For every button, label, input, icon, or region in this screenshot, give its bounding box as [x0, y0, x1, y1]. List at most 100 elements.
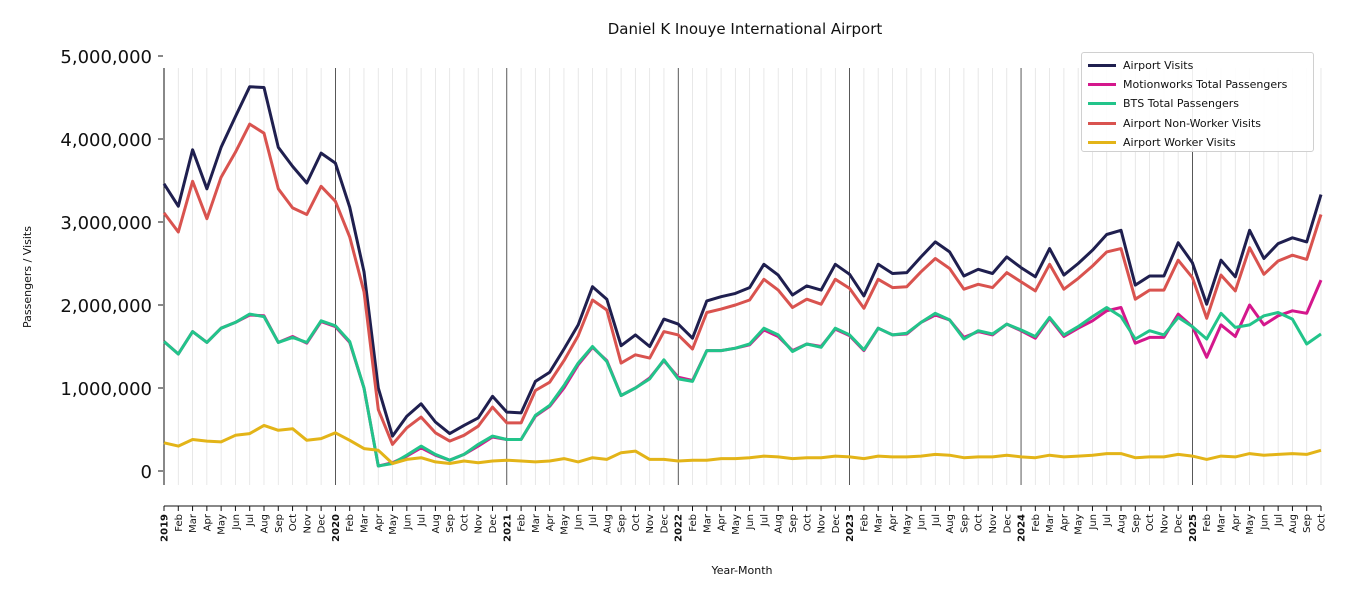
x-tick-label-month: Jun: [745, 514, 756, 531]
x-tick-label-month: Dec: [659, 514, 670, 533]
x-tick-label-month: Jul: [1274, 514, 1285, 527]
legend-label: Airport Non-Worker Visits: [1123, 116, 1262, 130]
x-tick-label-month: Mar: [531, 513, 542, 533]
x-tick-label-month: Oct: [288, 514, 299, 531]
x-tick-label-month: Oct: [802, 514, 813, 531]
legend-label: Airport Worker Visits: [1123, 135, 1236, 149]
x-tick-label-month: Aug: [431, 514, 442, 534]
y-tick-label: 5,000,000: [60, 47, 152, 68]
x-tick-label-month: Apr: [374, 513, 385, 531]
legend-label: Airport Visits: [1123, 59, 1194, 73]
x-tick-label-year: 2023: [845, 514, 856, 542]
y-tick-label: 2,000,000: [60, 296, 152, 317]
y-tick-label: 3,000,000: [60, 213, 152, 234]
x-tick-label-month: Dec: [317, 514, 328, 533]
legend-label: BTS Total Passengers: [1123, 97, 1240, 111]
x-tick-label-month: Apr: [1231, 513, 1242, 531]
x-tick-label-month: Apr: [717, 513, 728, 531]
x-tick-label-month: Apr: [202, 513, 213, 531]
x-tick-label-month: Oct: [1317, 514, 1328, 531]
x-tick-label-month: Dec: [831, 514, 842, 533]
x-axis-label: Year-Month: [710, 564, 772, 577]
x-tick-label-year: 2022: [674, 514, 685, 542]
x-tick-label-month: Sep: [445, 514, 456, 533]
x-tick-label-month: Aug: [945, 514, 956, 534]
x-tick-label-month: Aug: [259, 514, 270, 534]
x-tick-label-year: 2024: [1017, 514, 1028, 542]
chart-title: Daniel K Inouye International Airport: [608, 20, 883, 38]
x-tick-label-month: Nov: [1159, 514, 1170, 534]
x-tick-label-month: May: [902, 514, 913, 535]
x-tick-label-year: 2025: [1188, 514, 1199, 542]
x-tick-label-month: May: [388, 514, 399, 535]
x-tick-label-year: 2019: [160, 514, 171, 542]
x-tick-label-year: 2021: [502, 514, 513, 542]
y-tick-label: 0: [141, 462, 152, 483]
series-line-airport-non-worker-visits: [162, 122, 1323, 446]
x-tick-label-month: Jul: [1102, 514, 1113, 527]
x-tick-label-month: Jul: [931, 514, 942, 527]
x-tick-label-month: Feb: [174, 514, 185, 532]
x-tick-label-month: Apr: [545, 513, 556, 531]
x-tick-label-month: Dec: [1174, 514, 1185, 533]
legend-label: Motionworks Total Passengers: [1123, 78, 1288, 92]
x-tick-label-month: Feb: [1031, 514, 1042, 532]
x-tick-label-month: Jul: [245, 514, 256, 527]
x-tick-label-month: Oct: [974, 514, 985, 531]
x-tick-label-month: Jun: [574, 514, 585, 531]
x-tick-label-month: Mar: [1045, 513, 1056, 533]
series-line-airport-visits: [162, 85, 1323, 438]
x-tick-label-month: Sep: [1302, 514, 1313, 533]
x-tick-label-month: Dec: [1002, 514, 1013, 533]
legend-entry: BTS Total Passengers: [1088, 94, 1307, 113]
legend-entry: Motionworks Total Passengers: [1088, 75, 1307, 94]
legend-swatch: [1088, 83, 1116, 87]
x-tick-label-month: Sep: [959, 514, 970, 533]
x-tick-label-month: Jun: [1088, 514, 1099, 531]
x-tick-label-month: Sep: [274, 514, 285, 533]
legend-swatch: [1088, 121, 1116, 125]
x-tick-label-month: Mar: [1217, 513, 1228, 533]
x-tick-label-month: Apr: [1059, 513, 1070, 531]
x-tick-label-month: Jul: [417, 514, 428, 527]
x-tick-label-month: Nov: [817, 514, 828, 534]
x-tick-label-month: Mar: [702, 513, 713, 533]
x-tick-label-month: Dec: [488, 514, 499, 533]
x-tick-label-month: Oct: [459, 514, 470, 531]
x-tick-label-month: Nov: [474, 514, 485, 534]
x-tick-label-month: Oct: [1145, 514, 1156, 531]
y-axis-label: Passengers / Visits: [21, 226, 34, 328]
x-tick-label-month: Jul: [759, 514, 770, 527]
x-tick-label-month: Jun: [402, 514, 413, 531]
x-tick-label-month: Oct: [631, 514, 642, 531]
x-tick-label-month: Aug: [1288, 514, 1299, 534]
chart-legend: Airport Visits Motionworks Total Passenge…: [1081, 52, 1314, 152]
y-tick-label: 1,000,000: [60, 379, 152, 400]
series-line-airport-worker-visits: [163, 423, 1322, 465]
axes: 0 1,000,000 2,000,000 3,000,000 4,000,000 5,0…: [60, 47, 1327, 542]
x-tick-label-month: Feb: [688, 514, 699, 532]
x-tick-label-month: May: [1074, 514, 1085, 535]
x-tick-label-month: Aug: [774, 514, 785, 534]
legend-swatch: [1088, 64, 1116, 68]
legend-swatch: [1088, 140, 1116, 144]
x-tick-label-month: Feb: [859, 514, 870, 532]
x-tick-label-month: Jun: [1259, 514, 1270, 531]
x-tick-label-year: 2020: [331, 514, 342, 542]
x-tick-label-month: Nov: [645, 514, 656, 534]
x-tick-label-month: Mar: [874, 513, 885, 533]
x-tick-label-month: Sep: [617, 514, 628, 533]
x-tick-label-month: Jun: [231, 514, 242, 531]
x-tick-label-month: Sep: [788, 514, 799, 533]
series-lines: [162, 85, 1323, 468]
x-tick-label-month: Sep: [1131, 514, 1142, 533]
x-tick-label-month: Jun: [917, 514, 928, 531]
x-tick-label-month: Jul: [588, 514, 599, 527]
legend-entry: Airport Non-Worker Visits: [1088, 114, 1307, 133]
x-tick-label-month: Mar: [359, 513, 370, 533]
legend-entry: Airport Worker Visits: [1088, 133, 1307, 152]
y-tick-label: 4,000,000: [60, 130, 152, 151]
series-line-bts-total-passengers: [163, 306, 1322, 468]
x-tick-label-month: May: [731, 514, 742, 535]
